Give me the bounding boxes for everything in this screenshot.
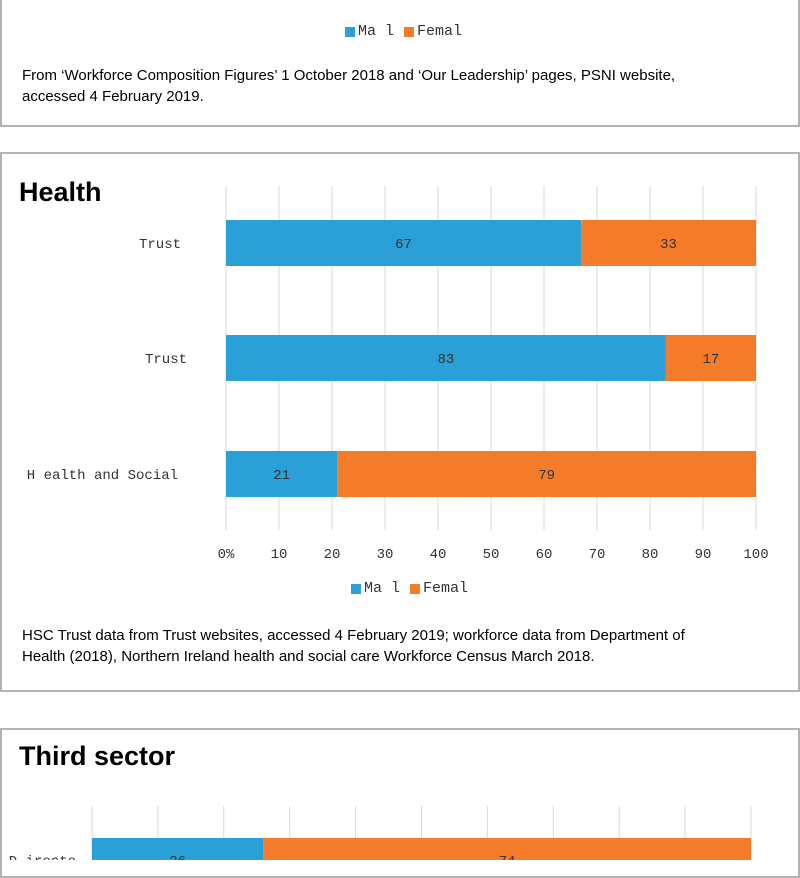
top-panel: [0, 0, 800, 127]
data-label-female: 74: [499, 854, 516, 860]
bar-segment-male: [226, 335, 666, 381]
health-panel-source-note: HSC Trust data from Trust websites, acce…: [22, 627, 685, 665]
bar-segment-male: [226, 220, 582, 266]
bar-segment-female: [337, 451, 756, 497]
x-tick-label: 20: [324, 547, 341, 563]
health-chart-bars: 67 33 83 17 21 79: [226, 220, 756, 497]
data-label-male: 83: [438, 352, 455, 368]
bar-segment-female: [581, 220, 756, 266]
bar-segment-female: [263, 838, 751, 860]
third-sector-panel-title: Third sector: [19, 741, 176, 771]
top-panel-source-note: From ‘Workforce Composition Figures’ 1 O…: [22, 67, 676, 105]
health-chart: 67 33 83 17 21 79 Trust Trust H ealth and Socia…: [27, 186, 769, 563]
x-tick-label: 40: [430, 547, 447, 563]
x-tick-label: 100: [743, 547, 768, 563]
legend-label-male: Ma l: [358, 23, 395, 40]
legend-item-female: Femal: [410, 580, 468, 597]
category-label: D irecto: [9, 854, 76, 860]
x-tick-label: 80: [642, 547, 659, 563]
health-chart-x-ticks: 0% 10 20 30 40 50 60 70 80 90 100: [218, 547, 769, 563]
data-label-female: 79: [538, 468, 555, 484]
legend-label-female: Femal: [417, 23, 463, 40]
data-label-male: 67: [395, 237, 412, 253]
third-sector-chart: 26 74 D irecto: [9, 806, 752, 860]
x-tick-label: 60: [536, 547, 553, 563]
bar-segment-female: [665, 335, 756, 381]
data-label-male: 21: [273, 468, 290, 484]
health-chart-legend: Ma l Femal: [351, 580, 468, 597]
x-tick-label: 0%: [218, 547, 235, 563]
third-sector-chart-category-labels: D irecto: [9, 854, 76, 860]
health-chart-category-labels: Trust Trust H ealth and Social: [27, 237, 187, 484]
category-label: H ealth and Social: [27, 468, 178, 484]
x-tick-label: 50: [483, 547, 500, 563]
x-tick-label: 70: [589, 547, 606, 563]
category-label: Trust: [145, 352, 187, 368]
health-panel: [0, 152, 800, 692]
bar-segment-male: [92, 838, 264, 860]
third-sector-chart-bars: 26 74: [92, 838, 751, 860]
data-label-female: 17: [703, 352, 720, 368]
legend-label-female: Femal: [423, 580, 469, 597]
legend-swatch-female: [410, 583, 421, 594]
legend-swatch-male: [345, 26, 355, 37]
legend-swatch-male: [351, 583, 361, 594]
legend-item-female: Femal: [404, 23, 462, 40]
health-panel-title: Health: [19, 177, 102, 207]
x-tick-label: 30: [377, 547, 394, 563]
data-label-female: 33: [660, 237, 677, 253]
category-label: Trust: [139, 237, 181, 253]
legend-label-male: Ma l: [364, 580, 401, 597]
bar-segment-male: [226, 451, 338, 497]
legend-swatch-female: [404, 26, 415, 37]
legend-item-male: Ma l: [345, 23, 394, 40]
x-tick-label: 10: [271, 547, 288, 563]
x-tick-label: 90: [695, 547, 712, 563]
top-chart-legend: Ma l Femal: [345, 23, 462, 40]
legend-item-male: Ma l: [351, 580, 400, 597]
data-label-male: 26: [169, 854, 186, 860]
